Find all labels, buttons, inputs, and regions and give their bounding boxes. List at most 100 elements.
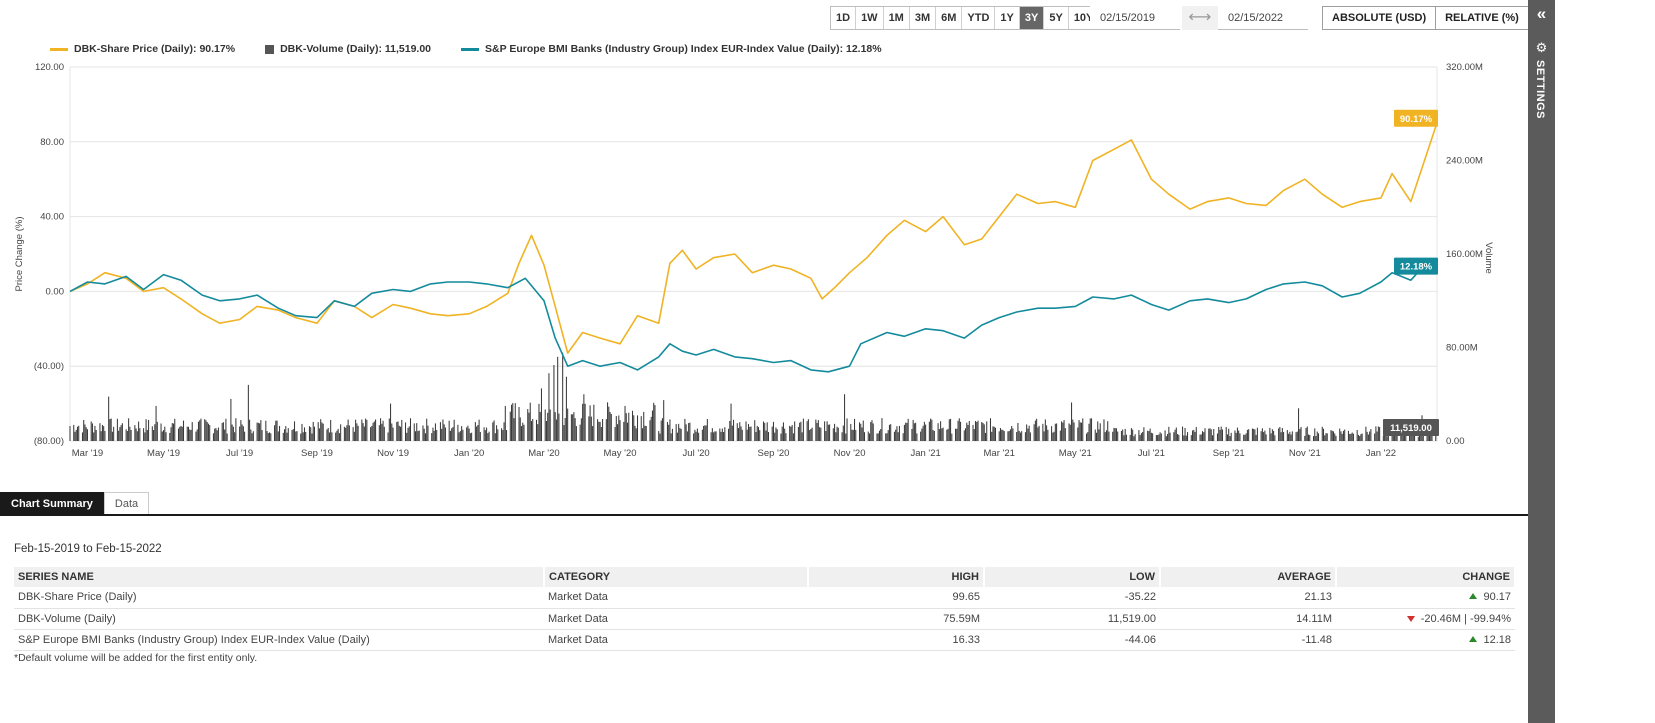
volume-bar [174,418,176,441]
volume-bar [693,433,695,441]
volume-bar [1317,433,1320,441]
volume-bar [1324,435,1326,441]
volume-bar [719,428,721,441]
volume-bar [938,429,940,441]
range-button-1m[interactable]: 1M [883,7,910,29]
volume-bar [570,414,572,441]
absolute-usd-button[interactable]: ABSOLUTE (USD) [1323,7,1437,29]
volume-bar [503,422,505,441]
table-row[interactable]: DBK-Share Price (Daily) Market Data 99.65-… [14,587,1515,609]
range-button-1d[interactable]: 1D [831,7,857,29]
volume-bar [226,433,228,441]
volume-bar [1011,426,1013,441]
range-button-5y[interactable]: 5Y [1044,7,1069,29]
volume-bar [458,432,460,441]
volume-bar [862,420,864,441]
x-tick-label: Nov '19 [377,448,409,459]
settings-panel-toggle[interactable]: « ⚙ SETTINGS [1528,0,1555,723]
volume-bar [754,420,756,441]
volume-bar [1340,431,1342,441]
volume-bar [1018,430,1020,441]
range-button-3y[interactable]: 3Y [1019,7,1045,29]
volume-bar [1038,425,1040,441]
end-date-input[interactable] [1218,6,1308,30]
summary-period: Feb-15-2019 to Feb-15-2022 [14,543,162,555]
start-date-input[interactable] [1090,6,1180,30]
x-tick-label: Sep '19 [301,448,333,459]
volume-bar [461,426,463,441]
relative-percent-button[interactable]: RELATIVE (%) [1436,7,1528,29]
volume-bar [366,419,368,441]
volume-bar [1216,433,1219,441]
volume-bar [216,430,218,441]
legend-item-share-price[interactable]: DBK-Share Price (Daily): 90.17% [50,43,235,55]
tab-divider [0,514,1528,516]
tab-chart-summary[interactable]: Chart Summary [0,492,104,515]
volume-bar [1308,434,1310,441]
volume-bar [1051,426,1053,441]
cell-average: 21.13 [1160,587,1336,609]
volume-bar [973,429,975,441]
legend-item-volume[interactable]: DBK-Volume (Daily): 11,519.00 [265,43,431,55]
volume-bar [388,418,390,441]
volume-bar [83,419,85,441]
volume-bar [345,427,347,441]
range-button-ytd[interactable]: YTD [962,7,996,29]
volume-bar [270,433,272,441]
volume-bar [704,425,706,441]
volume-bar [789,425,791,441]
volume-bar [1326,433,1328,441]
volume-bar [343,426,345,441]
volume-bar [747,424,750,441]
volume-bar [660,420,662,441]
volume-bar [867,431,869,441]
volume-bar [336,430,338,441]
volume-bar [91,423,93,441]
volume-bar [977,420,979,441]
volume-bar [1169,432,1171,441]
volume-bar [1082,418,1084,441]
range-button-6m[interactable]: 6M [936,7,963,29]
volume-bar [730,403,732,441]
volume-bar [504,405,506,441]
range-button-1y[interactable]: 1Y [995,7,1020,29]
volume-bar [539,411,541,441]
volume-bar [1274,435,1276,441]
volume-bar [452,427,454,441]
volume-bar [513,418,515,441]
volume-bar [1417,436,1419,441]
range-button-1w[interactable]: 1W [856,7,884,29]
table-row[interactable]: S&P Europe BMI Banks (Industry Group) In… [14,629,1515,651]
volume-bar [895,429,897,441]
volume-bar [441,428,443,441]
volume-bar [161,431,163,441]
volume-bar [172,423,175,441]
volume-bar [76,426,79,441]
double-chevron-left-icon[interactable]: « [1536,4,1547,23]
volume-bar [1290,434,1292,441]
volume-bar [832,428,834,441]
volume-bar [888,424,890,441]
volume-bar [135,428,137,441]
volume-bar [1218,426,1220,441]
range-button-3m[interactable]: 3M [909,7,937,29]
price-chart[interactable]: 120.00 80.00 40.00 0.00 (40.00) (80.00) 320.00… [0,55,1528,465]
tab-data[interactable]: Data [103,492,150,515]
volume-bar [902,433,904,441]
table-row[interactable]: DBK-Volume (Daily) Market Data 75.59M 11,51… [14,608,1515,630]
volume-bar [1315,436,1317,441]
volume-bar [118,430,120,441]
legend-item-index[interactable]: S&P Europe BMI Banks (Industry Group) In… [461,43,882,55]
volume-bar [558,413,560,441]
volume-bar [619,420,621,441]
volume-bar [898,425,900,441]
volume-bar [713,432,715,441]
volume-bar [94,425,96,441]
volume-bar [1248,429,1250,441]
volume-bar [267,433,269,441]
volume-bar [373,421,375,441]
legend-swatch-index [461,47,480,51]
volume-bar [1255,434,1257,441]
volume-bar [1281,428,1283,441]
volume-bar [1195,427,1197,441]
